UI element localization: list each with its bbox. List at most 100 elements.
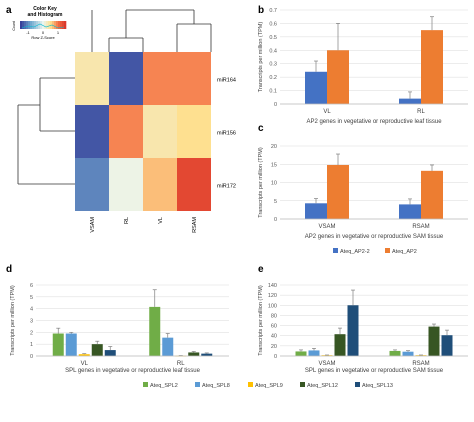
color-key-swatch xyxy=(48,21,51,29)
color-key-swatch xyxy=(54,21,57,29)
color-key-histogram xyxy=(21,23,65,29)
color-key-swatch xyxy=(64,21,67,29)
panel-label-a: a xyxy=(6,5,12,16)
color-key-swatch xyxy=(46,21,49,29)
y-axis-title: Transcripts per million (TPM) xyxy=(10,285,16,356)
bar-Ateq_SPL8 xyxy=(402,351,414,356)
heatmap-col-label: RL xyxy=(124,217,130,224)
legend-swatch xyxy=(355,382,360,387)
color-key-title: Color Key xyxy=(33,6,57,12)
y-tick-label: 20 xyxy=(271,344,277,350)
bar-Ateq_AP2-2 xyxy=(305,203,327,219)
x-tick-label: RL xyxy=(177,361,185,367)
legend-label: Ateq_SPL13 xyxy=(362,383,393,389)
heatmap-cell xyxy=(109,105,143,158)
y-tick-label: 0 xyxy=(274,354,277,360)
legend-label: Ateq_SPL12 xyxy=(307,383,338,389)
legend-label: Ateq_AP2-2 xyxy=(340,249,370,255)
y-tick-label: 2 xyxy=(30,330,33,336)
y-tick-label: 40 xyxy=(271,334,277,340)
bar-Ateq_SPL9 xyxy=(415,355,427,356)
x-axis-title: AP2 genes in vegetative or reproductive … xyxy=(305,234,444,240)
panel-label-e: e xyxy=(258,264,264,275)
legend-swatch xyxy=(385,248,390,253)
color-key-swatch xyxy=(60,21,63,29)
y-tick-label: 15 xyxy=(271,162,277,168)
bar-Ateq_SPL8 xyxy=(308,350,320,356)
color-key-swatch xyxy=(20,21,23,29)
heatmap-cell xyxy=(143,105,177,158)
x-tick-label: VSAM xyxy=(318,361,335,367)
color-key-swatch xyxy=(26,21,29,29)
heatmap-row-label: miR172 xyxy=(217,184,236,190)
y-tick-label: 20 xyxy=(271,144,277,150)
bar-Ateq_SPL9 xyxy=(321,355,333,356)
heatmap-col-label: VSAM xyxy=(90,217,96,233)
bar-Ateq_SPL12 xyxy=(428,326,440,356)
color-key-swatch xyxy=(56,21,59,29)
heatmap-cell xyxy=(109,52,143,105)
bar-Ateq_SPL12 xyxy=(188,352,200,356)
color-key-ylabel: Count xyxy=(12,21,16,30)
legend-swatch xyxy=(300,382,305,387)
panel-label-c: c xyxy=(258,123,264,134)
heatmap-cell xyxy=(143,52,177,105)
color-key-swatch xyxy=(40,21,43,29)
y-tick-label: 0.2 xyxy=(269,75,277,81)
x-axis-title: AP2 genes in vegetative or reproductive … xyxy=(306,119,442,125)
y-tick-label: 0.6 xyxy=(269,21,277,27)
y-tick-label: 0 xyxy=(30,354,33,360)
heatmap-col-label: RSAM xyxy=(192,217,198,233)
color-key-swatch xyxy=(52,21,55,29)
y-axis-title: Transcripts per million (TPM) xyxy=(258,22,264,93)
color-key-swatch xyxy=(34,21,37,29)
bar-Ateq_SPL13 xyxy=(201,353,213,356)
y-tick-label: 0.5 xyxy=(269,35,277,41)
bar-Ateq_SPL8 xyxy=(162,337,174,356)
y-tick-label: 0 xyxy=(274,102,277,108)
heatmap-cell xyxy=(109,158,143,211)
color-key-swatch xyxy=(42,21,45,29)
x-tick-label: RSAM xyxy=(412,224,429,230)
x-tick-label: VL xyxy=(323,109,331,115)
bar-Ateq_SPL2 xyxy=(149,306,161,356)
bar-Ateq_AP2-2 xyxy=(305,71,327,104)
heatmap-cell xyxy=(177,158,211,211)
heatmap-cell xyxy=(75,52,109,105)
color-key-swatch xyxy=(38,21,41,29)
color-key-xlabel: Row Z-Score xyxy=(31,35,55,40)
x-tick-label: RSAM xyxy=(412,361,429,367)
heatmap-cell xyxy=(75,158,109,211)
legend-label: Ateq_AP2 xyxy=(392,249,417,255)
x-tick-label: VL xyxy=(81,361,89,367)
y-tick-label: 60 xyxy=(271,324,277,330)
bar-Ateq_AP2 xyxy=(327,164,349,219)
legend-swatch xyxy=(143,382,148,387)
heatmap-cell xyxy=(75,105,109,158)
y-tick-label: 1 xyxy=(30,342,33,348)
bar-Ateq_SPL13 xyxy=(347,305,359,356)
color-key-swatch xyxy=(28,21,31,29)
y-tick-label: 0.7 xyxy=(269,8,277,14)
heatmap-col-label: VL xyxy=(158,217,164,224)
legend-swatch xyxy=(333,248,338,253)
y-tick-label: 10 xyxy=(271,181,277,187)
y-tick-label: 3 xyxy=(30,319,33,325)
bar-Ateq_SPL2 xyxy=(389,350,401,356)
y-tick-label: 0.4 xyxy=(269,48,277,54)
bar-Ateq_AP2 xyxy=(421,170,443,219)
legend-label: Ateq_SPL8 xyxy=(202,383,230,389)
y-tick-label: 0.1 xyxy=(269,89,277,95)
y-tick-label: 100 xyxy=(268,303,277,309)
bar-Ateq_SPL13 xyxy=(441,335,453,356)
bar-Ateq_SPL2 xyxy=(52,333,64,356)
heatmap-row-label: miR164 xyxy=(217,78,236,84)
panel-label-d: d xyxy=(6,264,12,275)
bar-Ateq_SPL12 xyxy=(91,344,103,356)
heatmap-cell xyxy=(143,158,177,211)
y-tick-label: 140 xyxy=(268,283,277,289)
bar-Ateq_SPL9 xyxy=(78,354,90,356)
color-key-tick: 1 xyxy=(57,30,60,35)
y-tick-label: 120 xyxy=(268,293,277,299)
